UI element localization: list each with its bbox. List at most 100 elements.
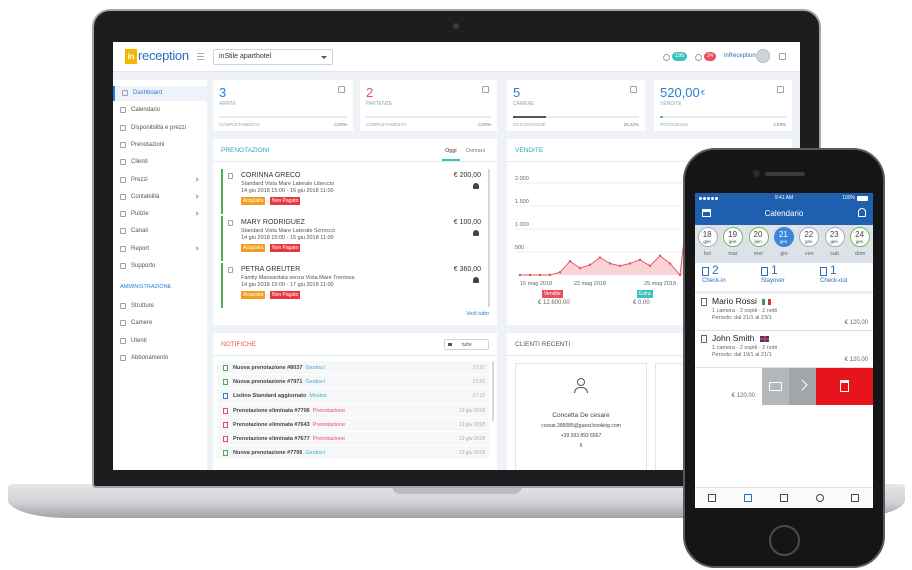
sidebar-item[interactable]: Pulizie bbox=[113, 207, 207, 222]
tab-icon[interactable] bbox=[851, 494, 859, 502]
sidebar-item[interactable]: Disponibilità e prezzi bbox=[113, 121, 207, 136]
client-name: Concetta De cesare bbox=[552, 412, 610, 419]
message-badge[interactable]: 24 bbox=[704, 52, 717, 61]
booking-row[interactable]: PETRA GREUTER Family Mansardata senza Vis… bbox=[221, 263, 483, 308]
delete-action[interactable] bbox=[816, 368, 873, 405]
day-circle[interactable]: 22 gen bbox=[799, 227, 820, 247]
notification-line: Nuova prenotazione #8037 Gestisci bbox=[233, 365, 325, 371]
chevron bbox=[194, 176, 199, 182]
notification-action[interactable]: Gestisci bbox=[305, 365, 325, 371]
notification-row[interactable]: Nuova prenotazione #8037 Gestisci 17:27 bbox=[217, 361, 489, 375]
panel-title: VENDITE bbox=[515, 147, 544, 154]
x-tick-label: 29 mag 2018 bbox=[644, 281, 676, 287]
day-circle[interactable]: 23 gen bbox=[824, 227, 845, 247]
sidebar-item[interactable]: Utenti bbox=[113, 334, 207, 349]
client-avatar-head bbox=[577, 378, 585, 386]
stat-label: ARRIVI bbox=[219, 101, 236, 107]
sidebar-item[interactable]: Report bbox=[113, 242, 207, 257]
notification-badge[interactable]: 195 bbox=[672, 52, 688, 61]
notification-action[interactable]: Prenotazione bbox=[312, 421, 346, 428]
day-weekday: gio bbox=[780, 251, 788, 257]
stat-card: 520,00 € VENDITE POTENZIALE 2,59% bbox=[654, 80, 792, 131]
booking-row[interactable]: MARY RODRIGUEZ Standard Vista Mare Latera… bbox=[221, 216, 483, 261]
notification-text: Prenotazione eliminata #7706 bbox=[233, 407, 310, 414]
user-name[interactable]: inReception bbox=[724, 53, 756, 59]
status-tag: Acquisita bbox=[241, 197, 266, 205]
notification-action[interactable]: Mostra bbox=[309, 393, 327, 400]
notification-time: 13 giu 2018 bbox=[458, 421, 485, 428]
notification-row[interactable]: Prenotazione eliminata #7706 Prenotazione… bbox=[217, 403, 489, 417]
notification-action[interactable]: Prenotazione bbox=[312, 407, 346, 414]
flag bbox=[760, 336, 769, 342]
logo-mark: in bbox=[125, 49, 137, 64]
phone-booking[interactable]: John Smith 1 camera - 2 ospiti - 2 notti P… bbox=[695, 331, 873, 368]
icon bbox=[120, 228, 126, 235]
day-circle[interactable]: 18 gen bbox=[697, 227, 718, 247]
notification-time: 17:26 bbox=[472, 379, 485, 386]
icon bbox=[482, 86, 489, 93]
tab-icon[interactable] bbox=[744, 494, 752, 502]
sidebar-item[interactable]: Prenotazioni bbox=[113, 138, 207, 153]
notification-action[interactable]: Prenotazione bbox=[312, 436, 346, 442]
notification-row[interactable]: Prenotazione eliminata #7677 Prenotazione… bbox=[217, 432, 489, 446]
count-icon bbox=[761, 267, 768, 276]
count-item[interactable]: 1 Stayover bbox=[760, 263, 815, 291]
count-item[interactable]: 2 Check-in bbox=[701, 263, 756, 291]
email-action[interactable] bbox=[762, 368, 789, 405]
notification-row[interactable]: Prenotazione eliminata #7643 Prenotazione… bbox=[217, 417, 489, 431]
y-tick-label: 500 bbox=[515, 245, 524, 251]
icon bbox=[120, 193, 126, 200]
sidebar-item[interactable]: Prezzi bbox=[113, 173, 207, 188]
sales-point bbox=[528, 273, 532, 277]
day-circle[interactable]: 24 gen bbox=[850, 227, 871, 247]
avatar bbox=[756, 49, 770, 63]
filter-select[interactable]: tutte bbox=[444, 339, 489, 350]
day-circle[interactable]: 20 gen bbox=[748, 227, 769, 247]
sales-point bbox=[618, 264, 622, 267]
x-tick-label: 15 mag 2018 bbox=[520, 281, 552, 287]
sidebar-item[interactable]: Contabilità bbox=[113, 190, 207, 205]
stat-label: PARTENZE bbox=[366, 101, 393, 107]
tab-icon[interactable] bbox=[780, 494, 788, 502]
bell-button[interactable] bbox=[858, 208, 866, 217]
view-all-link[interactable]: Vedi tutto bbox=[466, 311, 489, 317]
signal-dot bbox=[707, 196, 710, 200]
share-action[interactable] bbox=[789, 368, 816, 405]
day-circle[interactable]: 19 gen bbox=[723, 227, 744, 247]
sidebar-item[interactable]: Abbonamento bbox=[113, 351, 207, 366]
phone-booking[interactable]: Mario Rossi 1 camera - 2 ospiti - 2 notti… bbox=[695, 294, 873, 331]
guests-icon bbox=[473, 183, 479, 189]
sidebar-item[interactable]: Supporto bbox=[113, 259, 207, 274]
count-item[interactable]: 1 Check-out bbox=[819, 263, 873, 291]
notification-action[interactable]: Gestisci bbox=[305, 450, 325, 457]
icon bbox=[120, 354, 126, 361]
tab[interactable]: Domani bbox=[466, 148, 485, 154]
guest-name: MARY RODRIGUEZ bbox=[241, 219, 305, 226]
day-circle[interactable]: 21 gen bbox=[773, 227, 794, 247]
calendar-button[interactable] bbox=[702, 209, 711, 217]
sidebar-item[interactable]: Calendario bbox=[113, 103, 207, 118]
tab-icon[interactable] bbox=[708, 494, 716, 502]
booking-row[interactable]: CORINNA GRECO Standard Vista Mare Lateral… bbox=[221, 169, 483, 214]
sidebar-item[interactable]: Strutture bbox=[113, 299, 207, 314]
notification-row[interactable]: Listino Standard aggiornato Mostra 17:15 bbox=[217, 389, 489, 403]
notification-row[interactable]: Nuova prenotazione #7796 Gestisci 13 giu 2… bbox=[217, 446, 489, 460]
sidebar-item[interactable]: Canali bbox=[113, 224, 207, 239]
sales-point bbox=[628, 262, 632, 265]
hotel-select[interactable]: inStile aparthotel bbox=[213, 49, 333, 65]
sidebar-item[interactable]: Dashboard bbox=[113, 86, 207, 101]
filter-label: tutte bbox=[462, 342, 472, 348]
notification-action[interactable]: Gestisci bbox=[305, 379, 325, 386]
notification-line: Prenotazione eliminata #7706 Prenotazione bbox=[233, 408, 345, 414]
sidebar-item[interactable]: Clienti bbox=[113, 155, 207, 170]
stay-dates: 14 giu 2018 15:00 - 16 giu 2018 11:00 bbox=[241, 188, 334, 194]
progress-track bbox=[366, 116, 491, 118]
phone-screen: 9:41 AM 100% Calendario 18 gen lun 19 gen mar 20 g… bbox=[695, 193, 873, 508]
notification-row[interactable]: Nuova prenotazione #7971 Gestisci 17:26 bbox=[217, 375, 489, 389]
menu-button[interactable] bbox=[197, 53, 204, 54]
sidebar-item[interactable]: Camere bbox=[113, 316, 207, 331]
home-button[interactable] bbox=[769, 525, 800, 556]
caret bbox=[321, 56, 327, 59]
tab[interactable]: Oggi bbox=[445, 148, 457, 154]
tab-icon[interactable] bbox=[816, 494, 824, 502]
